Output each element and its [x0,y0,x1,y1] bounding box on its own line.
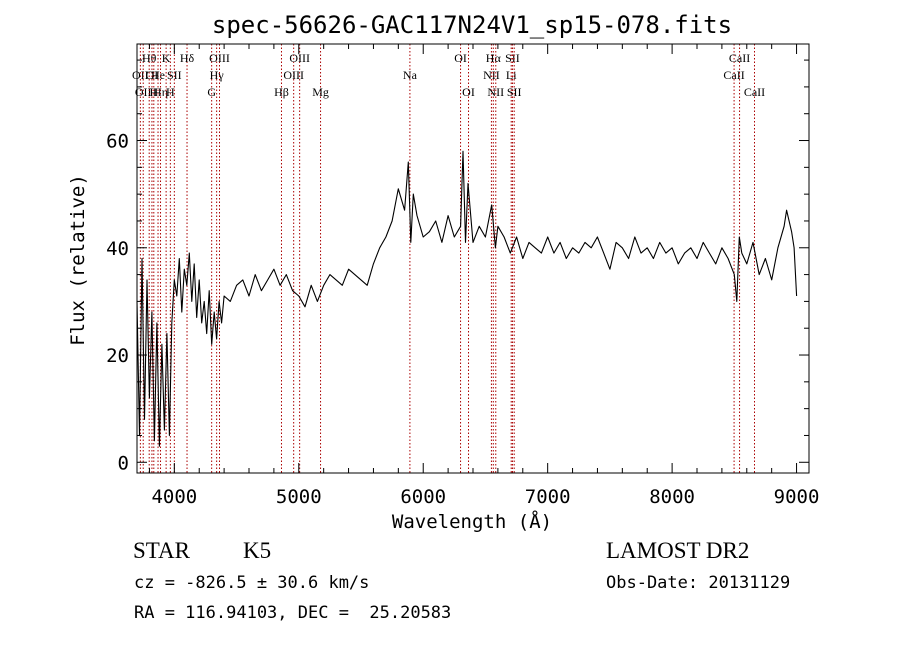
spectral-line-label: SII [167,68,182,82]
spectral-line-label: CaII [744,85,765,99]
y-tick-label: 60 [106,131,129,153]
spectral-line-label: NII [487,85,504,99]
spectral-line-markers: OIIOIIHθOIHHeHηKHSIIHδGHγOIIIHβOIIIOIIIM… [132,44,765,473]
spectral-line-label: G [207,85,216,99]
spectral-line-label: CaII [729,51,750,65]
spectral-line-label: Hδ [180,51,195,65]
x-tick-label: 4000 [151,486,197,508]
spectral-line-label: H [149,85,158,99]
spectral-line-label: OIII [209,51,230,65]
spectral-line-label: OI [462,85,475,99]
spectral-line-label: NII [483,68,500,82]
spectral-line-label: Hγ [210,68,225,82]
spectral-line-label: Mg [312,85,329,99]
y-tick-label: 0 [118,452,129,474]
spectral-line-label: OIII [289,51,310,65]
spectral-line-label: OII [132,68,149,82]
spectral-line-label: Hθ [142,51,157,65]
spectral-line-label: Na [403,68,418,82]
spectral-line-label: OI [146,68,159,82]
x-tick-label: 6000 [400,486,446,508]
y-tick-label: 20 [106,345,129,367]
x-axis-label: Wavelength (Å) [392,510,552,533]
spectral-line-label: SII [507,85,522,99]
object-subclass: K5 [243,538,272,563]
spectral-line-label: OI [454,51,467,65]
velocity-text: cz = -826.5 ± 30.6 km/s [134,573,370,593]
y-axis-label: Flux (relative) [67,174,89,346]
spectral-line-label: SII [505,51,520,65]
axes: 4000 5000 6000 7000 8000 9000 0 20 40 60 [106,44,819,508]
spectrum-line [136,150,798,447]
coords-text: RA = 116.94103, DEC = 25.20583 [134,603,452,623]
x-tick-label: 5000 [276,486,322,508]
spectral-line-label: CaII [723,68,744,82]
survey-label: LAMOST DR2 [606,538,750,563]
spectrum-series [136,150,798,447]
spectral-line-label: Li [506,68,517,82]
spectral-line-label: OIII [283,68,304,82]
spectral-line-label: K [162,51,171,65]
plot-frame [136,43,810,474]
x-tick-label: 9000 [774,486,820,508]
spectral-line-label: Hη [153,85,168,99]
object-class: STAR [133,538,190,563]
spectral-line-label: H [166,85,175,99]
x-tick-label: 8000 [649,486,695,508]
obs-date-text: Obs-Date: 20131129 [606,573,791,593]
spectral-line-label: He [151,68,165,82]
spectral-line-label: Hα [486,51,502,65]
y-tick-label: 40 [106,238,129,260]
spectral-line-label: Hβ [274,85,289,99]
chart-title: spec-56626-GAC117N24V1_sp15-078.fits [212,11,732,39]
x-tick-label: 7000 [525,486,571,508]
spectral-line-label: OII [135,85,152,99]
